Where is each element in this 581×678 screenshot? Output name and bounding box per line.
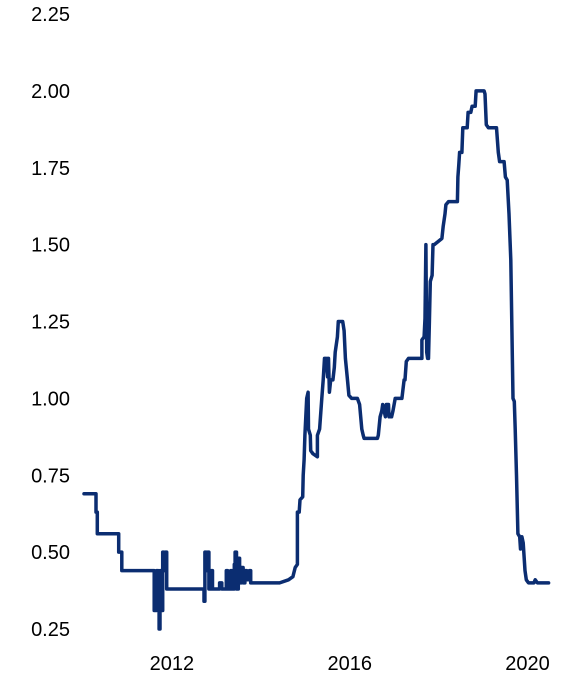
x-tick-label: 2012 — [150, 653, 195, 675]
x-tick-label: 2020 — [505, 653, 550, 675]
y-axis-tick-labels: 0.25 0.50 0.75 1.00 1.25 1.50 1.75 2.00 2.25 — [31, 4, 70, 641]
y-tick-label: 1.25 — [31, 312, 70, 334]
series-layer — [82, 89, 551, 631]
x-tick-label: 2016 — [327, 653, 372, 675]
x-axis-tick-labels: 2012 2016 2020 — [150, 653, 550, 675]
series-line — [82, 89, 551, 631]
y-tick-label: 0.25 — [31, 619, 70, 641]
y-tick-label: 2.25 — [31, 4, 70, 26]
y-tick-label: 0.50 — [31, 542, 70, 564]
y-tick-label: 1.75 — [31, 158, 70, 180]
y-tick-label: 2.00 — [31, 81, 70, 103]
y-tick-label: 1.50 — [31, 235, 70, 257]
y-tick-label: 1.00 — [31, 388, 70, 410]
y-tick-label: 0.75 — [31, 465, 70, 487]
